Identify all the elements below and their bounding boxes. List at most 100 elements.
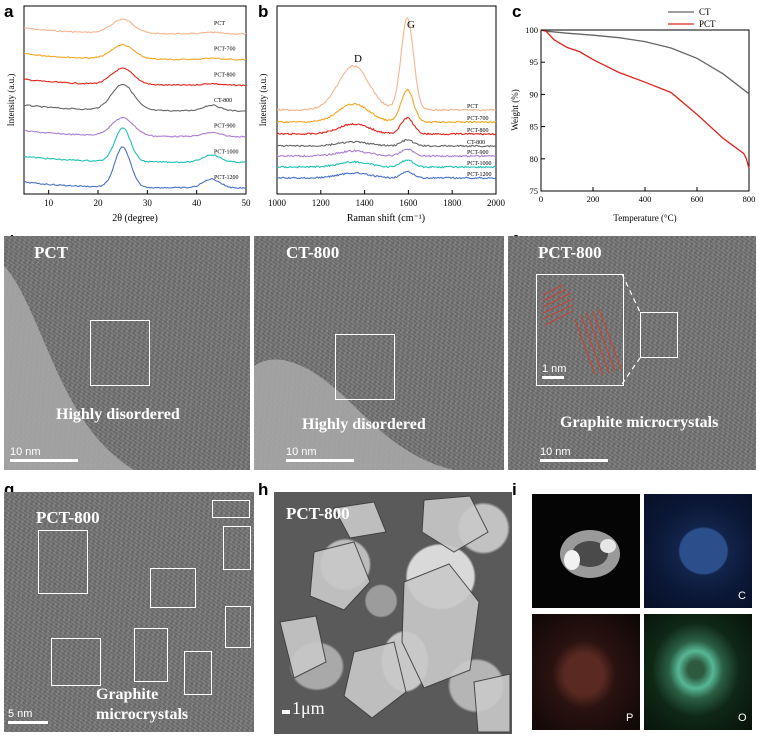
microcrystal-box-7	[134, 628, 168, 682]
tga-series-ct	[540, 29, 750, 95]
tga-series-pct	[540, 29, 750, 169]
xrd-series-pct-800	[23, 67, 247, 87]
tga-x-tick-label: 200	[587, 194, 600, 204]
scale-bar-label: 5 nm	[8, 708, 33, 720]
xrd-x-tick-label: 10	[44, 198, 54, 208]
raman-series-pct-1200	[276, 170, 497, 180]
tem-title: PCT-800	[36, 508, 100, 527]
xrd-x-tick-label: 50	[242, 198, 252, 208]
xrd-series-label: PCT	[214, 21, 225, 27]
panel-label-a: a	[4, 2, 14, 21]
tga-ylabel: Weight (%)	[510, 89, 520, 131]
panel-label-i: i	[512, 480, 517, 499]
scale-bar-line	[540, 459, 608, 462]
tem-image-ct-800: CT-800 Highly disordered 10 nm	[254, 236, 504, 470]
tga-plot-frame	[540, 29, 750, 192]
tem-annotation: Graphite microcrystals	[560, 414, 719, 431]
microcrystal-box-4	[223, 526, 251, 570]
xrd-series-label: CT-800	[214, 98, 232, 104]
xrd-chart: PCT PCT-700 PCT-800 CT-800 PCT-900 PCT-1000 PC…	[6, 5, 252, 224]
inset-scale-bar: 1 nm	[542, 363, 566, 379]
raman-x-tick-label: 1400	[356, 198, 375, 208]
eds-map-label-o: O	[738, 712, 747, 724]
xrd-series-pct-900	[23, 116, 247, 138]
raman-series-pct-700	[276, 88, 497, 124]
inset-texture	[537, 275, 623, 385]
raman-x-tick-label: 2000	[487, 198, 506, 208]
sem-title: PCT-800	[286, 504, 350, 523]
tga-legend: CT PCT	[668, 7, 716, 29]
selection-box	[335, 334, 395, 400]
raman-xlabel: Raman shift (cm⁻¹)	[347, 213, 425, 224]
scale-bar: 10 nm	[10, 446, 78, 462]
xrd-x-tick-label: 30	[143, 198, 153, 208]
eds-map-label-c: C	[738, 590, 746, 602]
panel-label-b: b	[258, 2, 269, 21]
tga-y-tick-label: 100	[525, 25, 538, 35]
xrd-series-pct-1000	[23, 127, 247, 164]
raman-series-label: PCT-1000	[467, 161, 491, 167]
scale-bar-line	[10, 459, 78, 462]
raman-series-label: PCT-800	[467, 128, 488, 134]
xrd-series-label: PCT-800	[214, 72, 235, 78]
tem-image-pct-800-microcrystals: PCT-800 Graphite microcrystals 5 nm	[4, 492, 254, 732]
sem-particles	[279, 495, 511, 733]
inset-image: 1 nm	[536, 274, 624, 386]
tem-title: CT-800	[286, 243, 340, 262]
scale-bar-line	[286, 459, 354, 462]
eds-map-label-p: P	[626, 712, 634, 724]
inset-scale-label: 1 nm	[542, 363, 567, 375]
scale-bar-label: 10 nm	[10, 446, 41, 458]
raman-x-tick-label: 1600	[399, 198, 418, 208]
tga-x-tick-label: 800	[743, 194, 756, 204]
eds-dark-field-image	[532, 494, 640, 608]
tga-chart: 0 200 400 600 800 75 80 85 90 95 100 CT PCT Weight…	[510, 7, 756, 223]
xrd-x-tick-label: 20	[94, 198, 104, 208]
panel-label-g: g	[4, 480, 15, 499]
xrd-ylabel: Intensity (a.u.)	[6, 74, 16, 127]
tga-xlabel: Temperature (°C)	[613, 213, 676, 223]
eds-map-carbon: C	[644, 494, 752, 608]
tem-texture	[4, 492, 254, 732]
amorphous-region	[4, 266, 134, 470]
raman-peak-d: D	[354, 53, 362, 65]
raman-x-tick-label: 1200	[312, 198, 331, 208]
panel-label-h: h	[258, 480, 269, 499]
lattice-fringes	[542, 284, 622, 376]
xrd-series-label: PCT-700	[214, 47, 235, 53]
xrd-series-label: PCT-1000	[214, 149, 238, 155]
tga-y-tick-label: 90	[530, 89, 539, 99]
tem-title: PCT-800	[538, 243, 602, 262]
sem-image: PCT-800 1μm	[274, 492, 512, 734]
xrd-series-pct	[23, 18, 247, 36]
scale-bar: 5 nm	[8, 708, 48, 724]
raman-series-pct-800	[276, 116, 497, 136]
tem-annotation: Highly disordered	[56, 406, 180, 423]
sem-scale-bar-label: 1μm	[292, 698, 325, 718]
sem-scale-bar-line	[282, 710, 290, 714]
raman-series-ct-800	[276, 139, 497, 148]
raman-series-label: PCT	[467, 104, 478, 110]
raman-series-pct-900	[276, 148, 497, 158]
raman-x-tick-label: 1800	[443, 198, 462, 208]
xrd-plot-frame	[23, 5, 247, 195]
microcrystal-box-2	[150, 568, 196, 608]
scale-bar-label: 10 nm	[286, 446, 317, 458]
xrd-series-ct-800	[23, 84, 247, 112]
raman-series-label: CT-800	[467, 140, 485, 146]
scale-bar: 10 nm	[286, 446, 354, 462]
zoom-connector	[621, 273, 641, 385]
tem-image-pct: PCT Highly disordered 10 nm	[4, 236, 250, 470]
microcrystal-box-1	[38, 530, 88, 594]
tem-title: PCT	[34, 243, 68, 262]
scale-bar-line	[8, 721, 48, 724]
raman-peak-g: G	[407, 19, 415, 31]
raman-ylabel: Intensity (a.u.)	[258, 74, 268, 127]
selection-box	[640, 312, 678, 358]
eds-map-oxygen: O	[644, 614, 752, 730]
microcrystal-box-8	[184, 651, 212, 695]
xrd-series-label: PCT-900	[214, 124, 235, 130]
tga-legend-pct: PCT	[699, 19, 716, 29]
raman-series-pct	[276, 17, 497, 112]
particle-image	[560, 530, 620, 578]
